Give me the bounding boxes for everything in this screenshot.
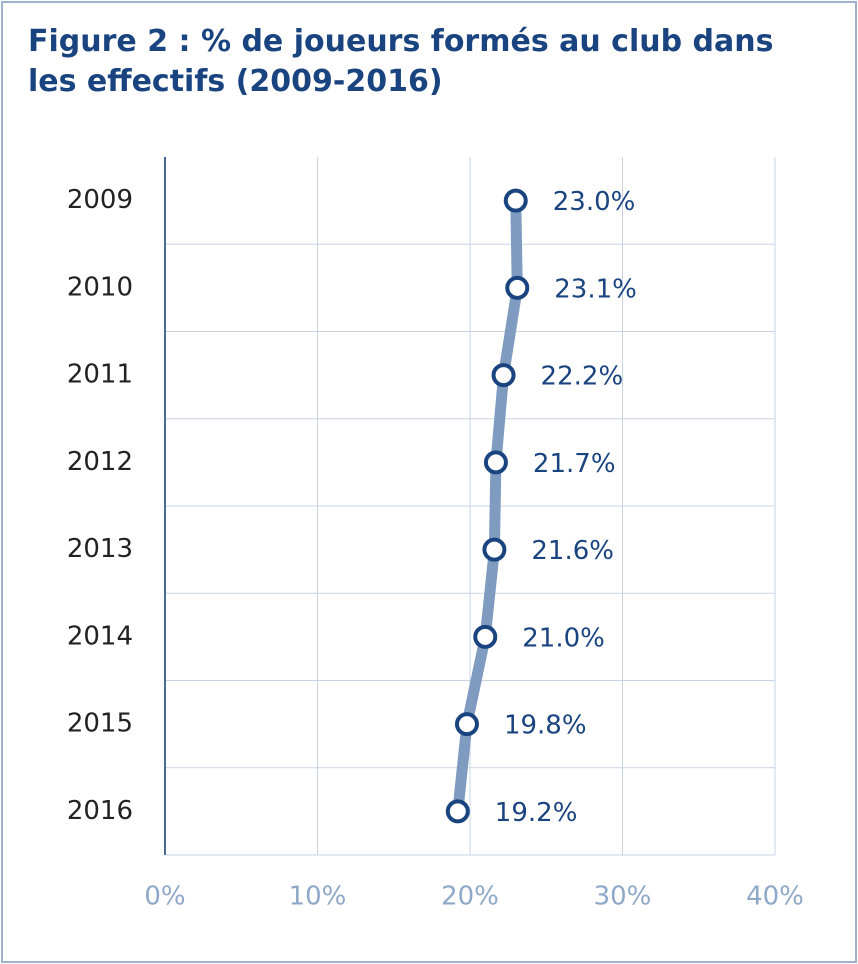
y-tick-label: 2016 [67,796,133,826]
y-tick-label: 2015 [67,709,133,739]
y-tick-label: 2012 [67,447,133,477]
line [452,200,523,812]
y-tick-label: 2010 [67,272,133,302]
y-tick-label: 2009 [67,185,133,215]
marker [445,799,470,824]
data-label: 21.6% [531,536,614,566]
data-label: 21.7% [533,449,616,479]
x-tick-label: 0% [144,882,185,912]
x-tick-label: 20% [441,882,499,912]
x-tick-label: 30% [594,882,652,912]
marker [505,275,530,300]
data-label: 22.2% [541,362,624,392]
y-tick-label: 2014 [67,621,133,651]
marker [473,624,498,649]
y-tick-label: 2011 [67,360,133,390]
data-label: 23.0% [553,187,636,217]
marker [483,450,508,475]
marker [482,537,507,562]
marker [503,188,528,213]
x-tick-label: 40% [746,882,804,912]
data-label: 21.0% [522,623,605,653]
data-label: 19.2% [495,798,578,828]
data-label: 19.8% [504,711,587,741]
x-tick-label: 10% [289,882,347,912]
chart-title: Figure 2 : % de joueurs formés au club d… [28,24,774,99]
marker [491,363,516,388]
y-tick-label: 2013 [67,534,133,564]
marker [454,712,479,737]
data-label: 23.1% [554,274,637,304]
